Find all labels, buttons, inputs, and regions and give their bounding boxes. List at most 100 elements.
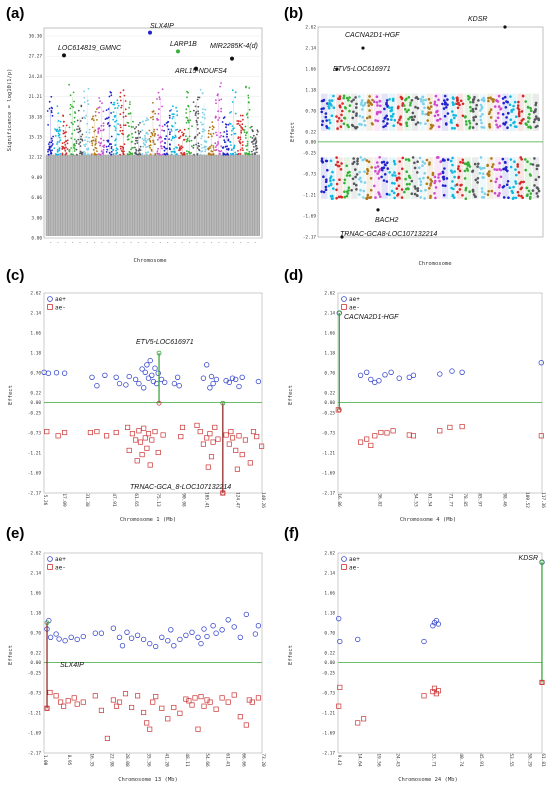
negative-effect-point: [237, 714, 243, 720]
legend-negative-label: ae-: [349, 565, 360, 572]
panel-b-negative-point: [338, 178, 341, 181]
panel-a-snp-point: [240, 131, 243, 134]
panel-b-negative-point: [416, 189, 420, 192]
panel-b-negative-point: [329, 179, 332, 183]
x-tick-label: 117.36: [540, 492, 546, 508]
panel-b-positive-point: [342, 122, 346, 125]
panel-a-snp-point: [150, 131, 153, 134]
panel-b-chromosome-band: [358, 93, 366, 131]
panel-b-positive-point: [385, 99, 389, 102]
panel-b-negative-point: [393, 196, 397, 200]
panel-b-chromosome-band: [472, 157, 479, 199]
panel-a-snp-point: [73, 145, 75, 147]
panel-a-snp-point: [105, 109, 108, 111]
panel-b-negative-point: [514, 182, 518, 185]
panel-b-negative-point: [424, 188, 427, 192]
panel-b-negative-point: [498, 192, 501, 195]
panel-b-positive-point: [472, 110, 475, 113]
panel-b-chromosome-band: [441, 93, 449, 131]
panel-a-snp-point: [237, 152, 240, 155]
panel-a-snp-point: [145, 146, 148, 149]
panel-b-positive-point: [360, 123, 363, 126]
panel-b-positive-point: [404, 98, 407, 102]
panel-b-negative-point: [458, 188, 462, 191]
panel-d: (d) 2.622.141.661.180.700.220.00-0.25-0.…: [284, 267, 546, 523]
positive-effect-point: [231, 624, 237, 630]
panel-a-snp-point: [185, 112, 188, 114]
highlight-endpoint: [156, 350, 162, 356]
negative-effect-point: [447, 424, 453, 430]
panel-a-snp-point: [94, 146, 97, 149]
panel-a-snp-point: [217, 141, 219, 143]
panel-a-x-tick-mark: -: [188, 241, 191, 246]
negative-effect-point: [254, 434, 260, 440]
panel-a-snp-point: [56, 105, 59, 107]
panel-b-positive-point: [499, 107, 503, 110]
panel-a-snp-point: [66, 142, 69, 145]
panel-a-snp-point: [59, 139, 62, 142]
panel-a-snp-point: [102, 122, 105, 125]
panel-b-positive-point: [473, 95, 476, 99]
panel-a-x-tick-mark: -: [57, 241, 60, 246]
panel-a-snp-point: [79, 145, 82, 148]
panel-b-negative-point: [352, 182, 356, 185]
panel-a-snp-point: [156, 150, 159, 153]
panel-b-negative-point: [450, 169, 453, 172]
panel-b-negative-point: [451, 163, 454, 167]
negative-effect-point: [141, 709, 147, 716]
panel-b-positive-point: [424, 122, 427, 125]
panel-a-snp-point: [159, 98, 161, 101]
panel-b-positive-point: [537, 118, 541, 122]
panel-a-snp-point: [102, 124, 105, 127]
panel-a-snp-point: [167, 121, 169, 124]
positive-effect-point: [174, 374, 181, 380]
positive-effect-point: [124, 629, 130, 635]
panel-b-positive-point: [474, 115, 478, 118]
panel-b-negative-point: [377, 191, 380, 194]
panel-b-negative-point: [421, 160, 425, 163]
panel-a-snp-point: [198, 149, 201, 152]
panel-b-gene-label: ETV5-LOC616971: [333, 66, 391, 73]
panel-a-snp-point: [241, 141, 244, 143]
x-tick-label: 17.09: [61, 493, 67, 507]
positive-effect-point: [225, 617, 231, 623]
panel-b-positive-point: [339, 125, 343, 128]
panel-a-snp-point: [95, 135, 98, 138]
panel-a-snp-point: [242, 118, 244, 121]
x-tick-label: 109.52: [524, 492, 530, 508]
panel-b-positive-point: [451, 110, 454, 113]
panel-b-negative-point: [385, 192, 389, 196]
panel-a-snp-point: [66, 139, 69, 142]
panel-b-positive-point: [489, 108, 493, 111]
panel-b-negative-point: [506, 169, 509, 173]
positive-effect-point: [45, 370, 52, 376]
panel-a-snp-point: [73, 150, 76, 152]
negative-effect-point: [437, 428, 443, 434]
panel-b-positive-point: [328, 121, 332, 125]
panel-b-positive-point: [427, 113, 430, 116]
panel-b-positive-point: [324, 112, 328, 115]
panel-a-snp-point: [81, 138, 83, 141]
panel-b-negative-point: [464, 197, 468, 200]
panel-b-negative-point: [386, 161, 389, 164]
panel-b-positive-point: [518, 121, 522, 125]
panel-a-snp-point: [219, 136, 221, 139]
panel-a-snp-point: [114, 143, 117, 146]
panel-a-snp-point: [239, 138, 242, 141]
x-tick-label: 5.26: [42, 495, 48, 506]
panel-a-snp-point: [70, 153, 72, 155]
panel-a-snp-point: [61, 148, 64, 150]
panel-a-snp-point: [83, 110, 85, 112]
panel-b-positive-point: [474, 107, 478, 110]
panel-b-positive-point: [516, 104, 520, 107]
panel-a-snp-point: [92, 148, 95, 151]
panel-b-chromosome-band: [381, 93, 388, 131]
panel-b-positive-point: [405, 110, 409, 113]
panel-b-positive-point: [494, 119, 498, 123]
panel-a-snp-point: [119, 99, 122, 102]
panel-a-snp-point: [241, 114, 244, 117]
panel-b-positive-point: [443, 94, 447, 98]
panel-a-snp-point: [126, 153, 129, 155]
y-tick-label: -1.21: [322, 450, 336, 456]
positive-effect-point: [355, 636, 361, 643]
